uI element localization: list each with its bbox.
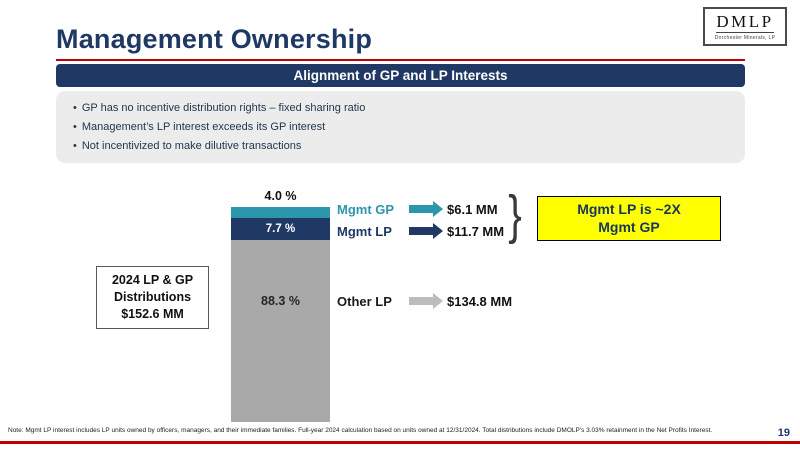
stacked-bar: 7.7 % bbox=[231, 207, 330, 422]
mgmt-gp-row: Mgmt GP $6.1 MM bbox=[337, 201, 498, 217]
other-lp-amount: $134.8 MM bbox=[447, 293, 513, 309]
footnote: Note: Mgmt LP interest includes LP units… bbox=[8, 427, 713, 434]
callout-line: 2024 LP & GP bbox=[111, 273, 194, 288]
mgmt-gp-amount: $6.1 MM bbox=[447, 201, 498, 217]
highlight-callout: Mgmt LP is ~2X Mgmt GP bbox=[537, 196, 721, 241]
section-header-bar: Alignment of GP and LP Interests bbox=[56, 64, 745, 87]
logo-subtext: Dorchester Minerals, LP bbox=[714, 34, 776, 41]
arrow-right-icon bbox=[409, 201, 443, 217]
other-lp-label: Other LP bbox=[337, 293, 392, 309]
title-underline-rule bbox=[56, 59, 745, 61]
distributions-callout: 2024 LP & GP Distributions $152.6 MM bbox=[96, 266, 209, 329]
highlight-line: Mgmt GP bbox=[598, 218, 660, 235]
bullet-text: Not incentivized to make dilutive transa… bbox=[81, 140, 302, 152]
logo-divider bbox=[716, 31, 774, 33]
other-lp-percent-label: 88.3 % bbox=[261, 294, 300, 308]
other-lp-row: Other LP $134.8 MM bbox=[337, 293, 512, 309]
other-lp-segment bbox=[231, 240, 330, 422]
arrow-right-icon bbox=[409, 223, 443, 239]
highlight-line: Mgmt LP is ~2X bbox=[577, 201, 681, 217]
mgmt-gp-label: Mgmt GP bbox=[337, 201, 395, 217]
mgmt-gp-percent-label: 4.0 % bbox=[264, 189, 297, 203]
mgmt-lp-amount: $11.7 MM bbox=[447, 223, 505, 239]
page-number: 19 bbox=[777, 427, 790, 439]
bullet-item: Not incentivized to make dilutive transa… bbox=[73, 140, 728, 152]
bullet-item: GP has no incentive distribution rights … bbox=[73, 102, 728, 114]
page-title: Management Ownership bbox=[56, 24, 373, 54]
mgmt-lp-segment: 7.7 % bbox=[231, 218, 330, 240]
dmlp-logo: DMLP Dorchester Minerals, LP bbox=[703, 7, 787, 46]
bullet-panel: GP has no incentive distribution rights … bbox=[56, 91, 745, 163]
footer-rule bbox=[0, 441, 800, 444]
curly-brace-icon: } bbox=[508, 185, 522, 245]
logo-wordmark: DMLP bbox=[716, 11, 774, 31]
arrow-right-icon bbox=[409, 293, 443, 309]
mgmt-lp-row: Mgmt LP $11.7 MM bbox=[337, 223, 504, 239]
callout-line: Distributions bbox=[113, 290, 192, 305]
bullet-text: GP has no incentive distribution rights … bbox=[81, 102, 366, 114]
mgmt-gp-segment bbox=[231, 207, 330, 218]
bullet-item: Management’s LP interest exceeds its GP … bbox=[73, 121, 728, 133]
callout-line: $152.6 MM bbox=[121, 306, 184, 321]
mgmt-lp-percent-label: 7.7 % bbox=[265, 223, 296, 235]
mgmt-lp-label: Mgmt LP bbox=[337, 223, 392, 239]
bullet-text: Management’s LP interest exceeds its GP … bbox=[81, 121, 326, 133]
